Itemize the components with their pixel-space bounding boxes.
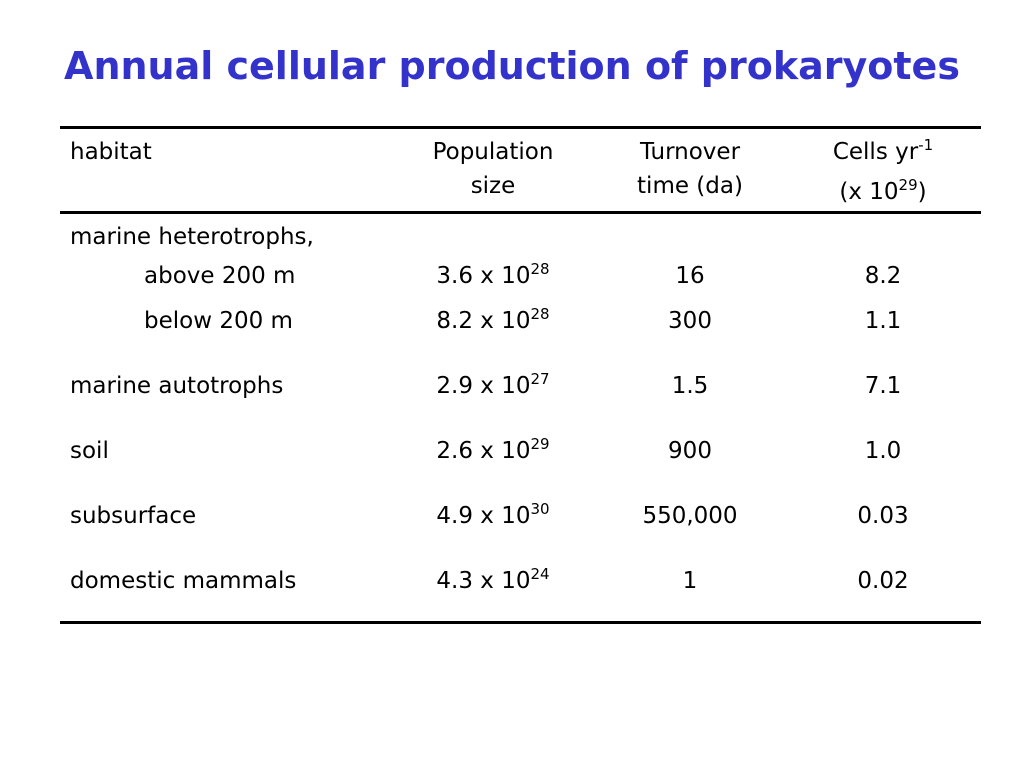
header-cells-unit-open: (x 10 — [839, 179, 899, 205]
row-population: 4.3 x 1024 — [393, 564, 593, 598]
header-cells-base: Cells yr — [832, 139, 919, 165]
row-habitat: marine autotrophs — [70, 373, 284, 399]
population-base: 4.9 x 10 — [436, 503, 531, 529]
population-base: 4.3 x 10 — [436, 568, 531, 594]
row-cells: 7.1 — [864, 373, 902, 399]
row-population: 2.6 x 1029 — [393, 434, 593, 468]
header-turnover-line2: time (da) — [637, 173, 743, 199]
row-cells: 1.0 — [864, 438, 902, 464]
header-turnover-line1: Turnover — [639, 139, 741, 165]
header-habitat: habitat — [70, 139, 152, 165]
row-habitat: above 200 m — [144, 263, 296, 289]
header-population-line1: Population — [432, 139, 554, 165]
row-turnover: 1 — [682, 568, 698, 594]
header-population-line2: size — [470, 173, 516, 199]
row-habitat: soil — [70, 438, 109, 464]
row-habitat: subsurface — [70, 503, 197, 529]
header-cells-unit-close: ) — [917, 179, 927, 205]
row-turnover: 900 — [668, 438, 712, 464]
population-base: 2.9 x 10 — [436, 373, 531, 399]
row-population: 2.9 x 1027 — [393, 369, 593, 403]
population-base: 3.6 x 10 — [436, 263, 531, 289]
population-exponent: 28 — [530, 305, 550, 323]
row-cells: 0.02 — [857, 568, 909, 594]
row-population: 4.9 x 1030 — [393, 499, 593, 533]
row-turnover: 300 — [668, 308, 712, 334]
table-header-rule — [60, 211, 981, 214]
population-base: 2.6 x 10 — [436, 438, 531, 464]
population-exponent: 24 — [530, 565, 550, 583]
row-turnover: 550,000 — [642, 503, 738, 529]
page-title: Annual cellular production of prokaryote… — [64, 44, 960, 88]
row-habitat: below 200 m — [144, 308, 293, 334]
group-label-marine-heterotrophs: marine heterotrophs, — [70, 224, 314, 250]
row-population: 3.6 x 1028 — [393, 259, 593, 293]
population-exponent: 29 — [530, 435, 550, 453]
header-cells-unit-exponent: 29 — [898, 176, 918, 194]
row-cells: 0.03 — [857, 503, 909, 529]
row-turnover: 16 — [675, 263, 705, 289]
row-turnover: 1.5 — [671, 373, 709, 399]
header-cells-line1: Cells yr-1 — [783, 135, 983, 169]
table-bottom-rule — [60, 621, 981, 624]
header-cells-exponent: -1 — [918, 136, 934, 154]
row-population: 8.2 x 1028 — [393, 304, 593, 338]
population-exponent: 27 — [530, 370, 550, 388]
row-habitat: domestic mammals — [70, 568, 297, 594]
table-top-rule — [60, 126, 981, 129]
population-exponent: 28 — [530, 260, 550, 278]
population-exponent: 30 — [530, 500, 550, 518]
row-cells: 8.2 — [864, 263, 902, 289]
header-cells-line2: (x 1029) — [783, 175, 983, 209]
population-base: 8.2 x 10 — [436, 308, 531, 334]
row-cells: 1.1 — [864, 308, 902, 334]
